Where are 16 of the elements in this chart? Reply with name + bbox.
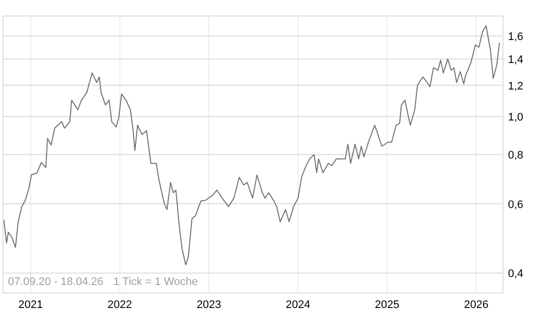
y-tick-label: 1,2 — [508, 80, 524, 92]
x-tick-label: 2024 — [286, 299, 310, 311]
y-tick-label: 0,6 — [508, 198, 524, 211]
x-tick-label: 2022 — [108, 299, 132, 311]
y-tick-label: 0,4 — [508, 268, 524, 280]
x-tick-label: 2026 — [464, 299, 489, 311]
y-tick-label: 1,0 — [508, 111, 524, 124]
y-tick-label: 1,4 — [508, 54, 524, 66]
line-series — [3, 25, 500, 266]
x-tick-label: 2021 — [18, 299, 43, 311]
y-tick-label: 0,8 — [508, 150, 524, 162]
annotation: 07.09.20 - 18.04.26 — [8, 276, 104, 288]
x-tick-label: 2025 — [374, 299, 400, 311]
x-tick-label: 2023 — [196, 299, 222, 311]
annotation: 1 Tick = 1 Woche — [113, 276, 198, 288]
y-tick-label: 1,6 — [508, 31, 524, 44]
